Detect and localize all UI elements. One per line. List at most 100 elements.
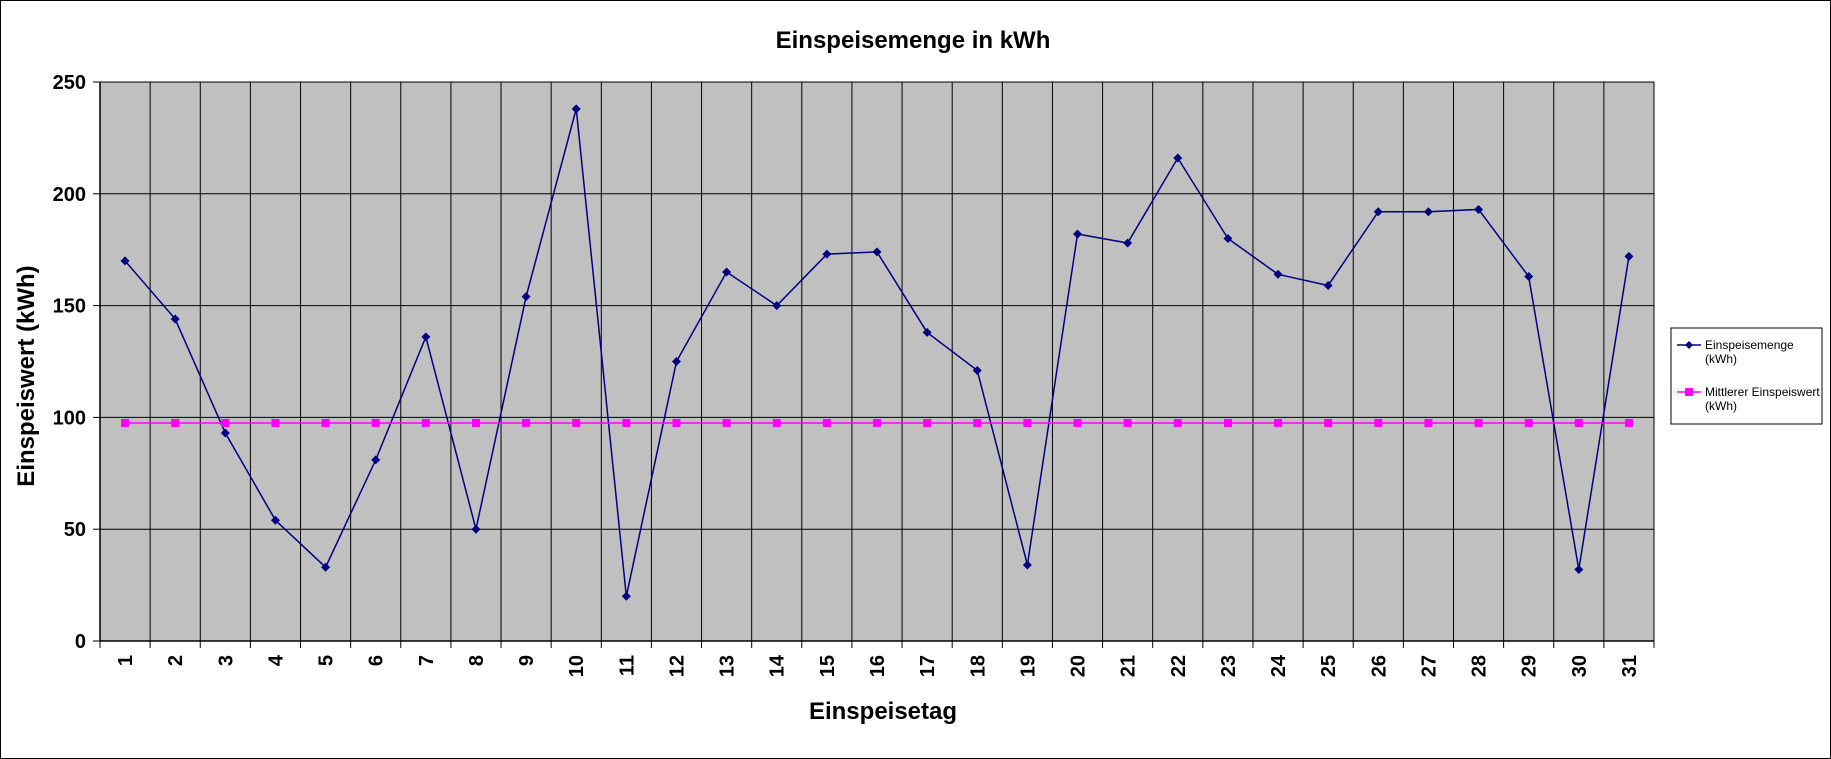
y-tick-label: 0 bbox=[75, 631, 86, 653]
x-tick-label: 21 bbox=[1118, 655, 1140, 677]
data-point bbox=[622, 418, 631, 427]
data-point bbox=[973, 418, 982, 427]
data-point bbox=[1574, 564, 1584, 574]
data-point bbox=[1574, 418, 1583, 427]
data-point bbox=[672, 418, 681, 427]
data-point bbox=[270, 515, 280, 525]
legend-label: Einspeisemenge bbox=[1705, 338, 1794, 352]
data-point bbox=[1373, 207, 1383, 217]
x-tick-label: 14 bbox=[767, 654, 789, 677]
data-point bbox=[471, 418, 480, 427]
y-tick-label: 200 bbox=[53, 184, 86, 206]
x-tick-label: 24 bbox=[1268, 654, 1290, 677]
data-point bbox=[1524, 418, 1533, 427]
x-tick-label: 10 bbox=[566, 655, 588, 677]
x-tick-label: 6 bbox=[366, 655, 388, 666]
data-point bbox=[722, 267, 732, 277]
x-tick-label: 27 bbox=[1418, 655, 1440, 677]
data-point bbox=[1423, 207, 1433, 217]
x-tick-label: 3 bbox=[215, 655, 237, 666]
data-point bbox=[1073, 418, 1082, 427]
x-tick-label: 17 bbox=[917, 655, 939, 677]
data-point bbox=[371, 455, 381, 465]
data-point bbox=[1624, 418, 1633, 427]
x-tick-label: 13 bbox=[717, 655, 739, 677]
x-tick-label: 1 bbox=[115, 655, 137, 666]
x-tick-label: 25 bbox=[1318, 655, 1340, 677]
chart-title: Einspeisemenge in kWh bbox=[776, 27, 1051, 54]
x-tick-label: 8 bbox=[466, 655, 488, 666]
legend-entry-2: Mittlerer Einspeiswert(kWh) bbox=[1677, 385, 1820, 413]
data-point bbox=[822, 418, 831, 427]
data-point bbox=[471, 524, 481, 534]
data-point bbox=[120, 256, 130, 266]
x-tick-label: 16 bbox=[867, 655, 889, 677]
data-point bbox=[822, 249, 832, 259]
y-tick-label: 50 bbox=[64, 519, 86, 541]
series-layer bbox=[120, 104, 1634, 601]
data-point bbox=[321, 418, 330, 427]
data-point bbox=[1022, 560, 1032, 570]
data-point bbox=[772, 301, 782, 311]
data-point bbox=[1424, 418, 1433, 427]
x-axis-title: Einspeisetag bbox=[809, 698, 957, 725]
data-point bbox=[220, 428, 230, 438]
data-point bbox=[170, 314, 180, 324]
data-point bbox=[271, 418, 280, 427]
series-2 bbox=[121, 418, 1633, 427]
data-point bbox=[521, 292, 531, 302]
x-tick-label: 20 bbox=[1068, 655, 1090, 677]
data-point bbox=[1073, 229, 1083, 239]
data-point bbox=[1474, 418, 1483, 427]
x-tick-label: 22 bbox=[1168, 655, 1190, 677]
data-point bbox=[972, 365, 982, 375]
y-tick-label: 250 bbox=[53, 72, 86, 94]
x-tick-label: 30 bbox=[1569, 655, 1591, 677]
data-point bbox=[321, 562, 331, 572]
legend-marker bbox=[1685, 388, 1693, 396]
legend-label: (kWh) bbox=[1705, 352, 1737, 366]
data-point bbox=[922, 327, 932, 337]
data-point bbox=[872, 247, 882, 257]
data-point bbox=[571, 104, 581, 114]
data-point bbox=[1173, 153, 1183, 163]
data-point bbox=[1323, 280, 1333, 290]
x-tick-label: 23 bbox=[1218, 655, 1240, 677]
x-tick-label: 26 bbox=[1368, 655, 1390, 677]
x-tick-label: 4 bbox=[265, 654, 287, 666]
data-point bbox=[923, 418, 932, 427]
data-point bbox=[1474, 204, 1484, 214]
plot-area bbox=[100, 82, 1654, 641]
data-point bbox=[1273, 269, 1283, 279]
data-point bbox=[1624, 251, 1634, 261]
x-tick-label: 29 bbox=[1519, 655, 1541, 677]
data-point bbox=[722, 418, 731, 427]
data-point bbox=[1274, 418, 1283, 427]
data-point bbox=[1374, 418, 1383, 427]
x-tick-label: 2 bbox=[165, 655, 187, 666]
y-tick-label: 100 bbox=[53, 407, 86, 429]
data-point bbox=[1524, 272, 1534, 282]
data-point bbox=[572, 418, 581, 427]
data-point bbox=[671, 357, 681, 366]
legend-box bbox=[1670, 327, 1823, 425]
data-point bbox=[873, 418, 881, 427]
data-point bbox=[1123, 238, 1133, 248]
y-tick-label: 150 bbox=[53, 296, 86, 318]
data-point bbox=[1023, 418, 1032, 427]
x-tick-label: 15 bbox=[817, 655, 839, 677]
series-1 bbox=[120, 104, 1634, 601]
y-axis-title: Einspeiswert (kWh) bbox=[13, 265, 40, 486]
data-point bbox=[421, 332, 431, 342]
data-point bbox=[621, 591, 631, 601]
x-tick-label: 12 bbox=[666, 655, 688, 677]
data-point bbox=[772, 418, 781, 427]
x-tick-label: 9 bbox=[516, 655, 538, 666]
data-point bbox=[1123, 418, 1132, 427]
data-point bbox=[421, 418, 430, 427]
data-point bbox=[1223, 234, 1233, 244]
data-point bbox=[371, 418, 380, 427]
x-tick-label: 28 bbox=[1469, 655, 1491, 677]
